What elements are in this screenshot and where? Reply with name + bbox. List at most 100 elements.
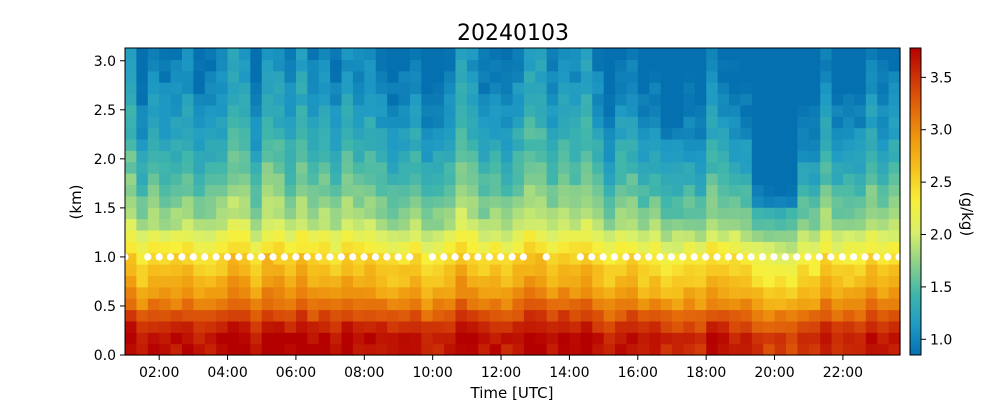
heatmap-cell — [843, 320, 856, 333]
heatmap-cell — [546, 286, 559, 299]
heatmap-cell — [774, 116, 787, 129]
cloud-base-marker — [610, 253, 619, 261]
heatmap-cell — [808, 161, 821, 174]
heatmap-cell — [660, 275, 673, 288]
heatmap-cell — [626, 161, 639, 174]
heatmap-cell — [227, 161, 240, 174]
heatmap-cell — [603, 59, 616, 72]
heatmap-cell — [204, 207, 217, 220]
heatmap-cell — [626, 70, 639, 83]
heatmap-cell — [626, 229, 639, 242]
heatmap-cell — [660, 264, 673, 277]
heatmap-cell — [740, 275, 753, 288]
heatmap-cell — [763, 320, 776, 333]
heatmap-cell — [170, 138, 183, 151]
heatmap-cell — [409, 59, 422, 72]
x-tick-label: 12:00 — [481, 365, 521, 381]
heatmap-cell — [546, 298, 559, 311]
heatmap-cell — [626, 241, 639, 254]
heatmap-cell — [523, 127, 536, 140]
heatmap-cell — [341, 138, 354, 151]
heatmap-cell — [238, 70, 251, 83]
heatmap-cell — [649, 70, 662, 83]
heatmap-cell — [444, 343, 457, 356]
heatmap-cell — [250, 48, 263, 60]
heatmap-cell — [797, 82, 810, 95]
heatmap-cell — [740, 59, 753, 72]
heatmap-cell — [398, 48, 411, 60]
heatmap-cell — [865, 70, 878, 83]
heatmap-cell — [660, 150, 673, 163]
heatmap-cell — [501, 207, 514, 220]
heatmap-cell — [409, 298, 422, 311]
heatmap-cell — [273, 309, 286, 322]
heatmap-cell — [216, 252, 229, 265]
heatmap-cell — [877, 104, 890, 117]
heatmap-cell — [523, 332, 536, 345]
heatmap-cell — [820, 138, 833, 151]
heatmap-cell — [250, 127, 263, 140]
heatmap-cell — [432, 309, 445, 322]
heatmap-cell — [398, 332, 411, 345]
heatmap-cell — [865, 309, 878, 322]
heatmap-cell — [295, 252, 308, 265]
heatmap-cell — [740, 70, 753, 83]
heatmap-cell — [227, 298, 240, 311]
heatmap-cell — [409, 229, 422, 242]
heatmap-cell — [580, 252, 593, 265]
heatmap-cell — [364, 127, 377, 140]
heatmap-cell — [409, 138, 422, 151]
heatmap-cell — [603, 286, 616, 299]
heatmap-cell — [615, 138, 628, 151]
heatmap-cell — [216, 320, 229, 333]
heatmap-cell — [569, 275, 582, 288]
heatmap-cell — [786, 173, 799, 186]
heatmap-cell — [478, 229, 491, 242]
heatmap-cell — [626, 127, 639, 140]
heatmap-cell — [261, 70, 274, 83]
heatmap-cell — [125, 104, 137, 117]
heatmap-cell — [808, 195, 821, 208]
cloud-base-marker — [679, 253, 687, 261]
heatmap-cell — [159, 104, 172, 117]
heatmap-cell — [786, 309, 799, 322]
heatmap-cell — [626, 150, 639, 163]
heatmap-cell — [409, 332, 422, 345]
heatmap-cell — [181, 320, 194, 333]
heatmap-cell — [284, 309, 297, 322]
heatmap-cell — [637, 264, 650, 277]
heatmap-cell — [364, 82, 377, 95]
heatmap-cell — [409, 70, 422, 83]
cloud-base-marker — [633, 253, 641, 261]
heatmap-cell — [820, 309, 833, 322]
heatmap-cell — [387, 309, 400, 322]
heatmap-cell — [375, 173, 388, 186]
heatmap-cell — [204, 161, 217, 174]
heatmap-cell — [227, 138, 240, 151]
heatmap-cell — [273, 127, 286, 140]
heatmap-cell — [125, 138, 137, 151]
heatmap-cell — [273, 173, 286, 186]
heatmap-cell — [774, 207, 787, 220]
heatmap-cell — [284, 127, 297, 140]
heatmap-cell — [672, 59, 685, 72]
heatmap-cell — [535, 161, 548, 174]
heatmap-cell — [478, 138, 491, 151]
heatmap-cell — [786, 161, 799, 174]
heatmap-cell — [432, 104, 445, 117]
heatmap-cell — [580, 70, 593, 83]
heatmap-cell — [637, 229, 650, 242]
heatmap-cell — [877, 70, 890, 83]
heatmap-cell — [387, 286, 400, 299]
heatmap-cell — [284, 93, 297, 106]
heatmap-cell — [615, 264, 628, 277]
heatmap-cell — [523, 70, 536, 83]
heatmap-cell — [512, 48, 525, 60]
heatmap-cell — [592, 195, 605, 208]
cloud-base-marker — [383, 253, 391, 261]
heatmap-cell — [273, 59, 286, 72]
heatmap-cell — [273, 104, 286, 117]
heatmap-cell — [786, 59, 799, 72]
heatmap-cell — [295, 116, 308, 129]
heatmap-cell — [250, 70, 263, 83]
